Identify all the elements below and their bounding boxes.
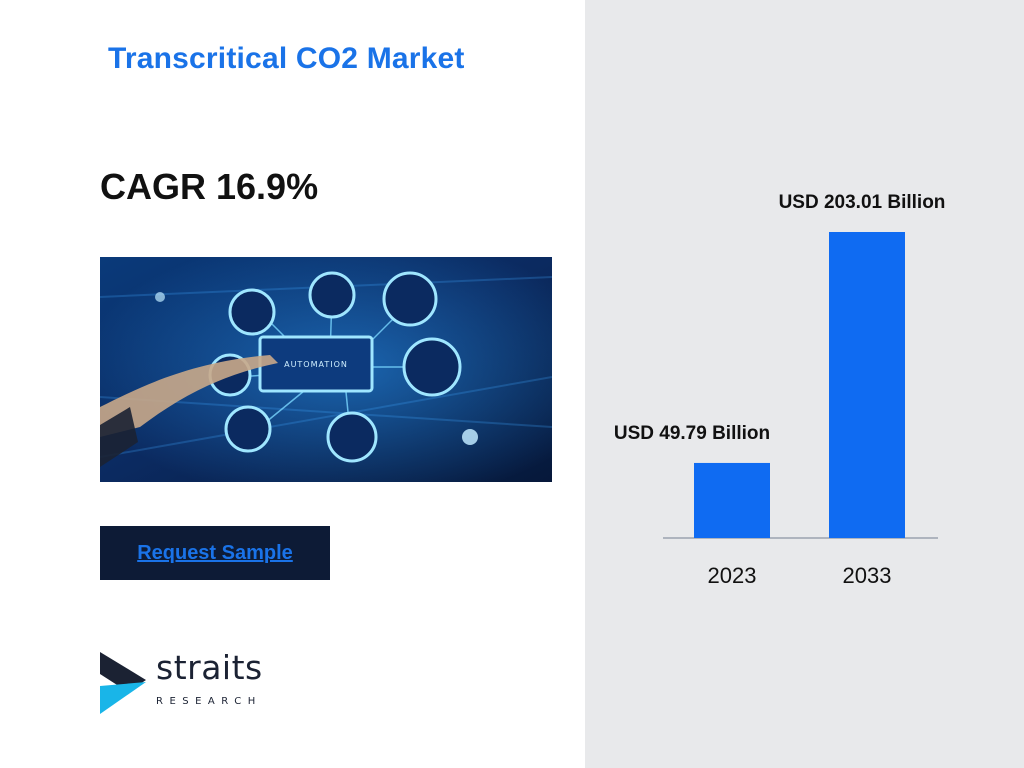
chart-panel-background: [585, 0, 1024, 768]
x-tick-label-2033: 2033: [843, 563, 892, 588]
logo-wordmark: straits: [156, 648, 263, 687]
data-label-2023: USD 49.79 Billion: [614, 423, 770, 444]
page-title: Transcritical CO2 Market: [108, 42, 465, 75]
straits-logo-mark: [100, 652, 146, 714]
x-tick-label-2023: 2023: [708, 563, 757, 588]
data-label-2033: USD 203.01 Billion: [779, 192, 946, 213]
suit-sleeve: [100, 407, 138, 467]
straits-research-logo: straits RESEARCH: [98, 648, 268, 716]
request-sample-button[interactable]: Request Sample: [100, 526, 330, 580]
bar-2033: [829, 232, 905, 538]
automation-label: AUTOMATION: [284, 360, 348, 369]
cagr-value: CAGR 16.9%: [100, 166, 319, 207]
automation-icon-cluster: [208, 271, 462, 463]
hero-illustration: AUTOMATION: [100, 257, 552, 482]
request-sample-link[interactable]: Request Sample: [137, 541, 293, 564]
pointing-hand: [100, 355, 278, 437]
market-size-bar-chart: USD 49.79 Billion 2023 USD 203.01 Billion 2…: [614, 192, 946, 588]
automation-hero-image: AUTOMATION: [100, 257, 552, 482]
logo-subtitle: RESEARCH: [156, 696, 262, 707]
bar-2023: [694, 462, 770, 538]
